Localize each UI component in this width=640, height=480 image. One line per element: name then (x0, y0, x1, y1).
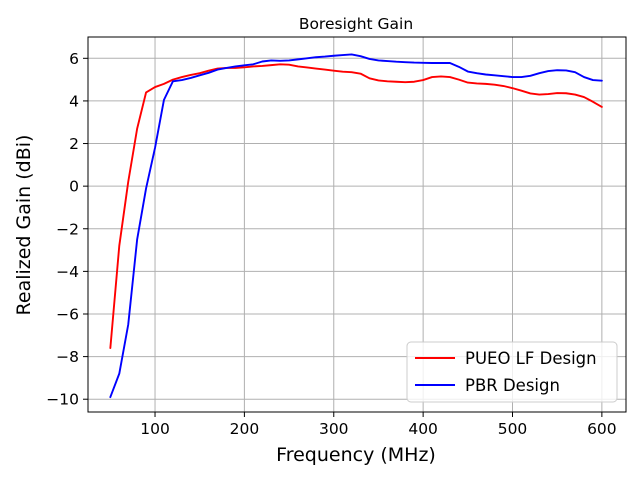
x-tick-label: 400 (408, 420, 438, 438)
legend-label: PBR Design (465, 376, 560, 395)
series-line-pueo-lf-design (109, 63, 603, 350)
legend: PUEO LF Design PBR Design (406, 341, 618, 403)
y-tick-label: 6 (69, 50, 79, 68)
x-tick-label: 500 (498, 420, 528, 438)
x-tick-label: 100 (140, 420, 170, 438)
y-tick-label: 2 (69, 135, 79, 153)
chart-title: Boresight Gain (299, 15, 413, 33)
tick-layer: 100 200 300 400 500 600 −10 −8 −6 −4 −2 0 2 4 6 (46, 50, 616, 438)
x-tick-label: 600 (587, 420, 617, 438)
x-tick-label: 300 (319, 420, 349, 438)
y-tick-label: 0 (69, 178, 79, 196)
plot-frame (87, 36, 627, 413)
legend-label: PUEO LF Design (465, 349, 597, 368)
y-tick-label: 4 (69, 92, 79, 110)
y-axis-title: Realized Gain (dBi) (13, 135, 35, 316)
y-tick-label: −10 (46, 391, 79, 409)
y-tick-label: −2 (56, 220, 79, 238)
legend-box (406, 341, 618, 403)
x-tick-label: 200 (230, 420, 260, 438)
series-layer (109, 53, 603, 399)
y-tick-label: −6 (56, 305, 79, 323)
x-axis-title: Frequency (MHz) (276, 444, 436, 466)
grid-layer (88, 37, 626, 412)
y-tick-label: −4 (56, 263, 79, 281)
series-line-pbr-design (109, 53, 603, 399)
y-tick-label: −8 (56, 348, 79, 366)
